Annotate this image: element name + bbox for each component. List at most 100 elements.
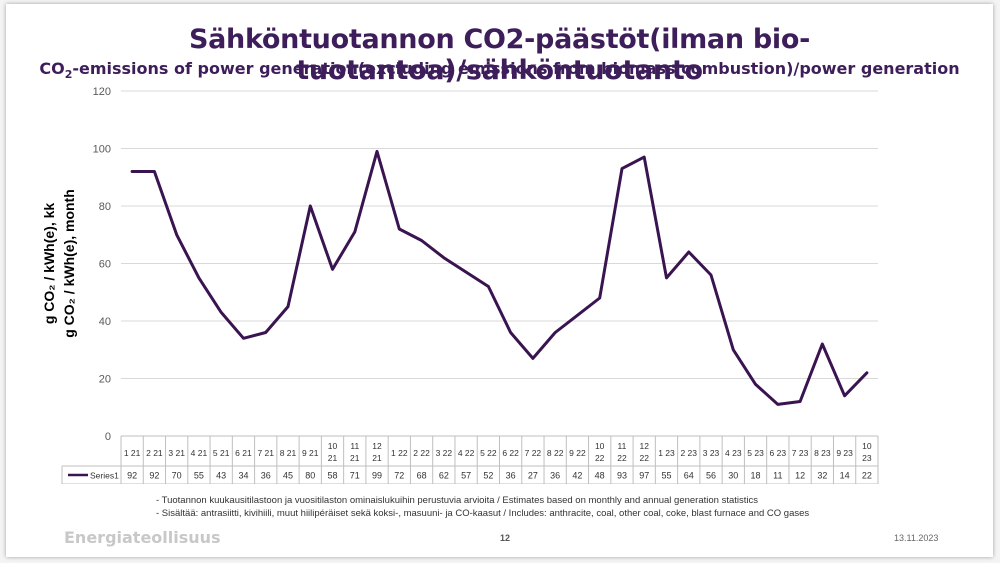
y-tick-label: 100 [93, 144, 111, 156]
data-point [487, 285, 490, 288]
slide-date: 13.11.2023 [894, 533, 939, 543]
data-value-label: 36 [506, 471, 516, 481]
data-value-label: 64 [684, 471, 694, 481]
data-point [375, 150, 379, 153]
data-point [531, 357, 535, 360]
category-label-year: 23 [862, 453, 872, 463]
footnote-includes: - Sisältää: antrasiitti, kivihiili, muut… [156, 508, 810, 519]
category-label: 9 22 [569, 448, 586, 458]
slide-title: Sähköntuotannon CO2-päästöt(ilman bio-tu… [188, 24, 811, 86]
data-point [709, 273, 713, 277]
category-label: 3 22 [436, 448, 453, 458]
category-label: 10 [595, 441, 605, 451]
data-point [353, 230, 356, 234]
series-line [130, 149, 869, 406]
data-point [665, 276, 668, 280]
category-label: 8 21 [280, 448, 297, 458]
data-value-label: 62 [439, 471, 449, 481]
data-value-label: 70 [172, 471, 182, 481]
data-value-label: 27 [528, 471, 538, 481]
category-label-year: 22 [617, 453, 627, 463]
data-point [643, 155, 646, 159]
data-value-label: 92 [149, 471, 159, 481]
data-value-label: 48 [595, 471, 605, 481]
y-tick-label: 20 [99, 374, 111, 386]
data-value-label: 22 [862, 471, 872, 481]
category-label: 5 22 [480, 448, 497, 458]
data-value-label: 80 [305, 471, 315, 481]
category-label: 5 23 [747, 448, 764, 458]
category-label: 4 21 [191, 448, 208, 458]
category-label: 9 23 [836, 448, 853, 458]
subtitle-subscript: 2 [64, 68, 73, 82]
data-point [598, 296, 601, 300]
data-value-label: 30 [728, 471, 738, 481]
data-value-label: 92 [127, 471, 137, 481]
footnote-estimates: - Tuotannon kuukausitilastoon ja vuositi… [156, 495, 759, 506]
data-point [754, 383, 757, 386]
data-value-label: 72 [394, 471, 404, 481]
category-label: 4 23 [725, 448, 742, 458]
data-point [175, 233, 178, 236]
data-value-label: 43 [216, 471, 226, 481]
data-point [242, 337, 245, 340]
line-chart: 0 20 40 60 80 100 120 g CO₂ / kWh(e), kk g CO₂ /… [41, 86, 879, 484]
category-label: 8 22 [547, 448, 564, 458]
category-label: 6 21 [235, 448, 252, 458]
data-point [776, 403, 780, 406]
data-value-label: 45 [283, 471, 293, 481]
category-label-year: 21 [328, 453, 338, 463]
data-point [286, 305, 290, 308]
category-label-year: 21 [350, 453, 360, 463]
data-point [620, 167, 624, 170]
data-value-label: 55 [194, 471, 204, 481]
category-label: 12 [639, 441, 649, 451]
data-point [553, 331, 557, 334]
data-point [331, 268, 334, 271]
data-point [509, 331, 512, 334]
subtitle-co: CO [39, 59, 65, 78]
slide: Sähköntuotannon CO2-päästöt(ilman bio-tu… [6, 4, 993, 557]
category-label: 7 21 [257, 448, 274, 458]
category-label-year: 22 [639, 453, 649, 463]
category-label-year: 22 [595, 453, 605, 463]
data-value-label: 71 [350, 471, 360, 481]
category-label: 10 [862, 441, 872, 451]
category-label: 10 [328, 441, 338, 451]
data-point [464, 270, 468, 274]
page-number: 12 [500, 533, 511, 543]
data-value-label: 97 [639, 471, 649, 481]
data-value-label: 93 [617, 471, 627, 481]
data-value-label: 57 [461, 471, 471, 481]
data-value-label: 36 [261, 471, 271, 481]
data-value-label: 99 [372, 471, 382, 481]
data-point [264, 331, 267, 334]
data-point [197, 276, 201, 280]
data-point [219, 311, 223, 314]
data-value-label: 18 [751, 471, 761, 481]
y-tick-label: 0 [105, 431, 111, 443]
category-label: 8 23 [814, 448, 831, 458]
data-point [843, 394, 846, 397]
category-label: 11 [350, 441, 359, 451]
data-point [153, 170, 156, 173]
slide-subtitle: CO2-emissions of power generation(exclud… [6, 59, 993, 81]
data-point [732, 348, 735, 351]
data-point [865, 371, 869, 374]
y-tick-label: 80 [99, 201, 111, 213]
y-tick-label: 60 [99, 259, 111, 271]
data-value-label: 58 [328, 471, 338, 481]
data-point [398, 227, 401, 231]
data-value-label: 55 [661, 471, 671, 481]
category-label: 6 23 [770, 448, 787, 458]
category-label: 5 21 [213, 448, 230, 458]
category-label: 2 23 [680, 448, 697, 458]
data-value-label: 56 [706, 471, 716, 481]
legend-series-name: Series1 [90, 471, 119, 481]
data-point [420, 239, 423, 242]
category-label: 7 23 [792, 448, 809, 458]
data-value-label: 11 [773, 471, 782, 481]
data-point [798, 400, 802, 403]
data-value-label: 34 [238, 471, 248, 481]
category-label: 4 22 [458, 448, 475, 458]
